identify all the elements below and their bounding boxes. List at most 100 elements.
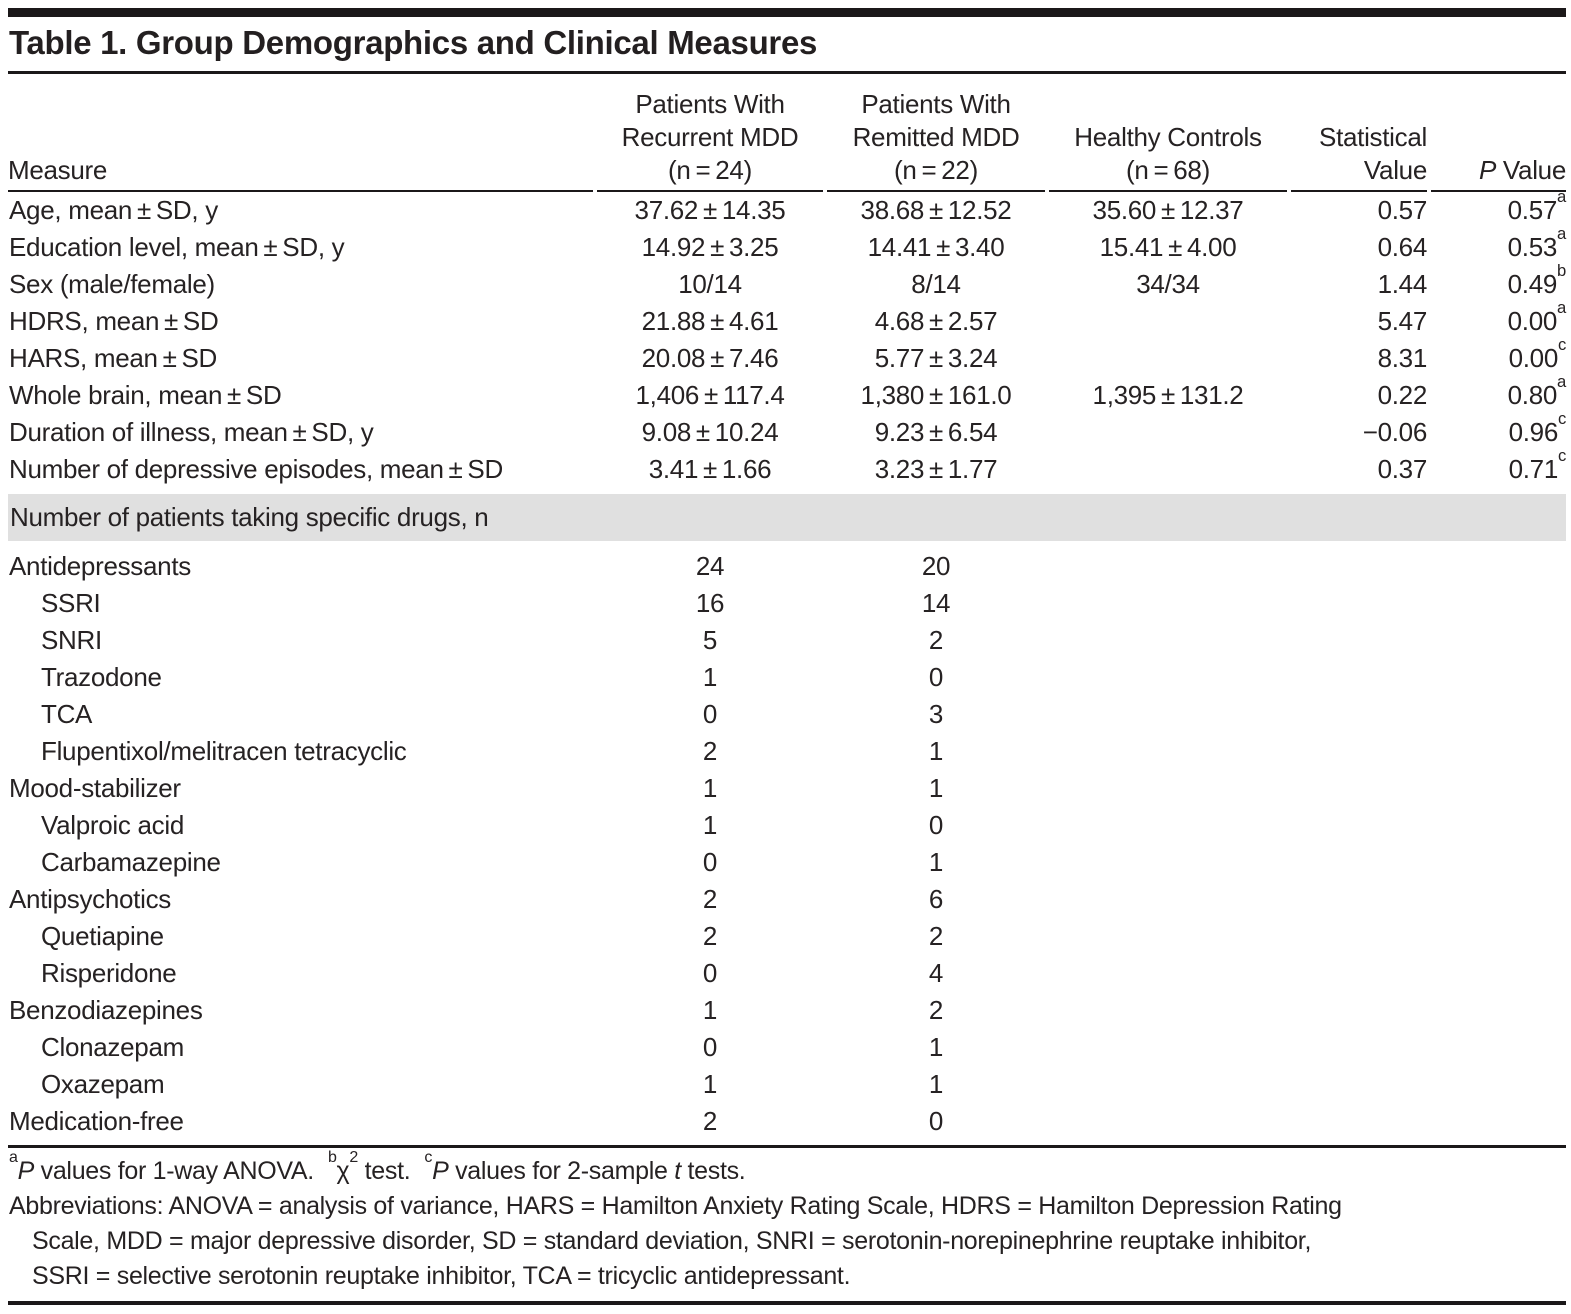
- recurrent-mdd-cell: 1: [702, 1069, 718, 1099]
- measure-cell: Education level, mean ± SD, y: [9, 232, 345, 262]
- footnote-marker-c: c: [424, 1149, 433, 1167]
- remitted-mdd-cell: 2: [928, 995, 944, 1025]
- recurrent-mdd-cell: 14.92 ± 3.25: [641, 232, 779, 262]
- measure-cell: Antipsychotics: [9, 884, 171, 914]
- healthy-controls-cell: [1049, 303, 1287, 340]
- table-row: Trazodone 1 0: [8, 659, 1566, 696]
- table-row: TCA 0 3: [8, 696, 1566, 733]
- p-value-cell: 0.49b: [1507, 260, 1567, 299]
- footnote-marker-b: b: [327, 1149, 337, 1167]
- footnote-statistical-tests: aP values for 1-way ANOVA. bχ2 test. cP va…: [9, 1149, 746, 1185]
- recurrent-mdd-cell: 2: [702, 884, 718, 914]
- remitted-mdd-cell: 8/14: [911, 269, 961, 299]
- table-row: Mood-stabilizer 1 1: [8, 770, 1566, 807]
- remitted-mdd-cell: 2: [928, 921, 944, 951]
- recurrent-mdd-cell: 0: [702, 699, 718, 729]
- measure-cell: Medication-free: [9, 1106, 184, 1136]
- table-row: Whole brain, mean ± SD 1,406 ± 117.4 1,3…: [8, 373, 1566, 414]
- table-row: SNRI 5 2: [8, 622, 1566, 659]
- measure-cell: Valproic acid: [41, 810, 185, 840]
- recurrent-mdd-cell: 1: [702, 995, 718, 1025]
- recurrent-mdd-cell: 1: [702, 810, 718, 840]
- column-header-recurrent-mdd: Patients With Recurrent MDD (n = 24): [597, 88, 823, 192]
- recurrent-mdd-cell: 0: [702, 958, 718, 988]
- statistical-value-cell: 0.22: [1377, 380, 1428, 410]
- remitted-mdd-cell: 4: [928, 958, 944, 988]
- healthy-controls-cell: [1049, 340, 1287, 377]
- statistical-value-cell: 0.57: [1377, 195, 1428, 225]
- table-row: Age, mean ± SD, y 37.62 ± 14.35 38.68 ± …: [8, 188, 1566, 229]
- recurrent-mdd-cell: 0: [702, 1032, 718, 1062]
- healthy-controls-cell: 34/34: [1136, 269, 1200, 299]
- table-row: Sex (male/female) 10/14 8/14 34/34 1.44 …: [8, 260, 1567, 303]
- column-header-healthy-controls: Healthy Controls (n = 68): [1049, 121, 1287, 192]
- abbreviations-line: Scale, MDD = major depressive disorder, …: [32, 1227, 1312, 1255]
- table-row: SSRI 16 14: [8, 585, 1566, 622]
- statistical-value-cell: 0.37: [1377, 454, 1428, 484]
- measure-cell: Duration of illness, mean ± SD, y: [9, 417, 374, 447]
- p-value-cell: 0.00a: [1507, 297, 1567, 336]
- remitted-mdd-cell: 20: [921, 551, 951, 581]
- table-row: Antipsychotics 2 6: [8, 881, 1566, 918]
- statistical-value-cell: 0.64: [1377, 232, 1428, 262]
- measure-cell: Age, mean ± SD, y: [9, 195, 218, 225]
- table-row: HARS, mean ± SD 20.08 ± 7.46 5.77 ± 3.24…: [8, 336, 1566, 377]
- table-row: Antidepressants 24 20: [8, 548, 1566, 585]
- statistical-value-cell: 5.47: [1377, 306, 1428, 336]
- recurrent-mdd-cell: 10/14: [678, 269, 742, 299]
- remitted-mdd-cell: 38.68 ± 12.52: [860, 195, 1012, 225]
- table-title: Table 1. Group Demographics and Clinical…: [9, 24, 818, 61]
- recurrent-mdd-cell: 20.08 ± 7.46: [641, 343, 779, 373]
- recurrent-mdd-cell: 16: [695, 588, 725, 618]
- recurrent-mdd-cell: 3.41 ± 1.66: [648, 454, 772, 484]
- remitted-mdd-cell: 1,380 ± 161.0: [860, 380, 1012, 410]
- remitted-mdd-cell: 1: [928, 1032, 944, 1062]
- recurrent-mdd-cell: 2: [702, 736, 718, 766]
- column-header-statistical-value: Statistical Value: [1291, 121, 1427, 192]
- remitted-mdd-cell: 9.23 ± 6.54: [874, 417, 998, 447]
- p-value-cell: 0.71c: [1508, 445, 1567, 484]
- chi-symbol: χ: [336, 1157, 350, 1185]
- measure-cell: Benzodiazepines: [9, 995, 203, 1025]
- remitted-mdd-cell: 1: [928, 1069, 944, 1099]
- remitted-mdd-cell: 2: [928, 625, 944, 655]
- remitted-mdd-cell: 0: [928, 810, 944, 840]
- healthy-controls-cell: [1049, 414, 1287, 451]
- table-header-row: Measure Patients With Recurrent MDD (n =…: [8, 74, 1566, 192]
- healthy-controls-cell: 1,395 ± 131.2: [1092, 380, 1244, 410]
- statistical-value-cell: −0.06: [1362, 417, 1428, 447]
- recurrent-mdd-cell: 1,406 ± 117.4: [635, 380, 785, 410]
- recurrent-mdd-cell: 37.62 ± 14.35: [634, 195, 786, 225]
- recurrent-mdd-cell: 0: [702, 847, 718, 877]
- column-header-p-value: P Value: [1431, 154, 1566, 192]
- measure-cell: HDRS, mean ± SD: [9, 306, 219, 336]
- measure-cell: Mood-stabilizer: [9, 773, 181, 803]
- remitted-mdd-cell: 0: [928, 662, 944, 692]
- table-row: Oxazepam 1 1: [8, 1066, 1566, 1103]
- table-row: HDRS, mean ± SD 21.88 ± 4.61 4.68 ± 2.57…: [8, 297, 1567, 340]
- recurrent-mdd-cell: 2: [702, 921, 718, 951]
- measure-cell: Carbamazepine: [41, 847, 221, 877]
- column-header-remitted-mdd: Patients With Remitted MDD (n = 22): [827, 88, 1045, 192]
- abbreviations-line: Abbreviations: ANOVA = analysis of varia…: [9, 1192, 1342, 1220]
- recurrent-mdd-cell: 2: [702, 1106, 718, 1136]
- measure-cell: HARS, mean ± SD: [9, 343, 218, 373]
- remitted-mdd-cell: 14: [921, 588, 951, 618]
- measure-cell: Clonazepam: [41, 1032, 184, 1062]
- remitted-mdd-cell: 1: [928, 736, 944, 766]
- p-value-cell: 0.53a: [1507, 223, 1567, 262]
- measure-cell: Antidepressants: [9, 551, 191, 581]
- remitted-mdd-cell: 5.77 ± 3.24: [874, 343, 998, 373]
- remitted-mdd-cell: 3.23 ± 1.77: [874, 454, 998, 484]
- measure-cell: Oxazepam: [41, 1069, 165, 1099]
- table-row: Clonazepam 0 1: [8, 1029, 1566, 1066]
- abbreviations-line: SSRI = selective serotonin reuptake inhi…: [32, 1262, 851, 1290]
- remitted-mdd-cell: 3: [928, 699, 944, 729]
- remitted-mdd-cell: 1: [928, 773, 944, 803]
- remitted-mdd-cell: 6: [928, 884, 944, 914]
- title-rule: [8, 71, 1566, 74]
- statistical-value-cell: 1.44: [1377, 269, 1428, 299]
- recurrent-mdd-cell: 24: [695, 551, 725, 581]
- remitted-mdd-cell: 0: [928, 1106, 944, 1136]
